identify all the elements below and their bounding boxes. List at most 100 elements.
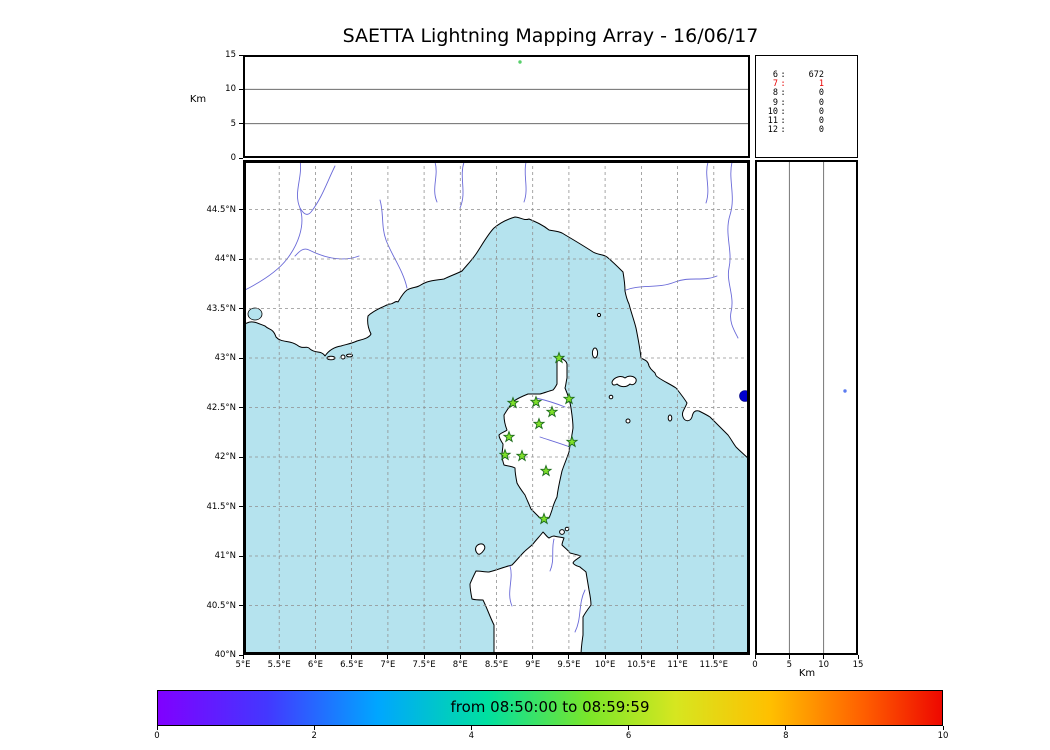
lon-tick-label: 5°E xyxy=(235,660,251,670)
station-count-row: 8:0 xyxy=(772,88,824,99)
lat-tick-label: 43.5°N xyxy=(206,303,236,314)
lightning-source-point xyxy=(843,389,847,393)
colorbar-tick-label: 4 xyxy=(468,731,475,741)
tick-mark xyxy=(238,605,243,606)
lma-station-marker xyxy=(529,395,543,408)
lon-tick-label: 7.5°E xyxy=(412,660,436,670)
tick-mark xyxy=(677,655,679,659)
tick-mark xyxy=(496,655,497,659)
lat-tick-label: 40°N xyxy=(214,650,236,660)
tick-mark xyxy=(238,407,243,408)
tick-mark xyxy=(313,726,315,730)
lon-tick-label: 11.5°E xyxy=(699,660,729,670)
lon-tick-label: 10.5°E xyxy=(627,660,656,670)
lat-tick-label: 40.5°N xyxy=(206,600,236,611)
station-count-row: 9:0 xyxy=(772,97,824,108)
altitude-tick-label: 0 xyxy=(230,153,236,163)
tick-mark xyxy=(788,655,790,659)
lon-tick-label: 9.5°E xyxy=(557,660,581,670)
colorbar-tick-label: 8 xyxy=(783,731,789,741)
lma-station-marker xyxy=(537,512,551,525)
station-count-row: 7:1 xyxy=(772,79,824,90)
tick-mark xyxy=(640,655,642,659)
geographic-map xyxy=(243,160,750,655)
station-count-stats-panel: 6:672 7:1 8:0 9:0 10:0 11:0 12:0 xyxy=(755,55,858,158)
tick-mark xyxy=(857,655,859,659)
tick-mark xyxy=(242,655,244,659)
small-islands xyxy=(326,312,673,555)
tick-mark xyxy=(470,726,472,730)
station-count-list: 6:672 7:1 8:0 9:0 10:0 11:0 12:0 xyxy=(756,70,857,136)
altitude-latitude-plot xyxy=(755,160,858,655)
altitude-vs-longitude-panel xyxy=(243,55,750,158)
lightning-source-point xyxy=(518,60,522,64)
map-panel xyxy=(243,160,750,655)
lon-tick-label: 7°E xyxy=(380,660,396,670)
tick-mark xyxy=(823,655,825,659)
station-count-row: 10:0 xyxy=(767,106,824,117)
altitude-vs-latitude-panel xyxy=(755,160,858,655)
lma-station-marker xyxy=(552,351,566,364)
tick-mark xyxy=(156,726,158,730)
tick-mark xyxy=(568,655,570,659)
tick-mark xyxy=(238,357,243,359)
altitude-tick-label: 0 xyxy=(752,660,758,670)
lon-tick-label: 10°E xyxy=(594,660,616,670)
lma-station-marker xyxy=(545,405,559,418)
lon-tick-label: 5.5°E xyxy=(267,660,291,670)
lma-station-marker xyxy=(565,435,579,448)
tick-mark xyxy=(713,655,715,659)
lon-tick-label: 6.5°E xyxy=(340,660,364,670)
altitude-tick-label: 15 xyxy=(852,660,864,670)
top-panel-altitude-axis-label: Km xyxy=(189,94,207,105)
altitude-tick-label: 5 xyxy=(786,660,793,670)
lat-tick-label: 42°N xyxy=(214,452,236,462)
time-colorbar: from 08:50:00 to 08:59:59 xyxy=(157,690,943,726)
altitude-tick-label: 5 xyxy=(230,118,236,129)
tick-mark xyxy=(459,655,461,659)
mainland-coastline xyxy=(243,160,750,461)
tick-mark xyxy=(238,209,243,210)
lma-station-marker xyxy=(539,464,553,477)
lat-tick-label: 44°N xyxy=(214,254,236,264)
lma-station-marker xyxy=(498,448,512,461)
tick-mark xyxy=(238,654,243,656)
lma-station-marker xyxy=(562,392,576,405)
altitude-tick-label: 10 xyxy=(225,84,236,95)
sardinia-island xyxy=(469,531,592,655)
lma-station-marker xyxy=(502,430,516,443)
right-panel-altitude-axis-label: Km xyxy=(798,668,816,679)
tick-mark xyxy=(785,726,787,730)
tick-mark xyxy=(754,655,756,659)
altitude-tick-label: 15 xyxy=(225,50,236,60)
lat-tick-label: 43°N xyxy=(214,353,236,363)
tick-mark xyxy=(942,726,944,730)
lon-tick-label: 8°E xyxy=(452,660,468,670)
lat-tick-label: 42.5°N xyxy=(206,402,236,413)
station-count-row: 11:0 xyxy=(767,115,824,126)
lat-tick-label: 41°N xyxy=(214,551,236,561)
station-count-row: 12:0 xyxy=(767,125,824,136)
altitude-longitude-plot xyxy=(243,55,750,158)
tick-mark xyxy=(238,123,243,125)
tick-mark xyxy=(238,506,243,507)
etang-de-berre xyxy=(247,307,263,321)
tick-mark xyxy=(387,655,389,659)
lon-tick-label: 6°E xyxy=(307,660,323,670)
lon-tick-label: 8.5°E xyxy=(484,660,509,670)
colorbar-tick-label: 6 xyxy=(625,731,632,741)
tick-mark xyxy=(238,157,243,159)
tick-mark xyxy=(238,456,243,458)
time-window-label: from 08:50:00 to 08:59:59 xyxy=(450,698,650,716)
lon-tick-label: 11°E xyxy=(667,660,688,670)
tick-mark xyxy=(238,88,243,90)
rivers xyxy=(243,160,739,633)
tick-mark xyxy=(532,655,534,659)
tick-mark xyxy=(238,258,243,260)
tick-mark xyxy=(238,308,243,309)
map-gridlines xyxy=(243,160,750,655)
corsica-island xyxy=(498,356,574,520)
colorbar-tick-label: 2 xyxy=(311,731,317,741)
altitude-tick-label: 10 xyxy=(818,660,830,670)
tick-mark xyxy=(278,655,280,659)
